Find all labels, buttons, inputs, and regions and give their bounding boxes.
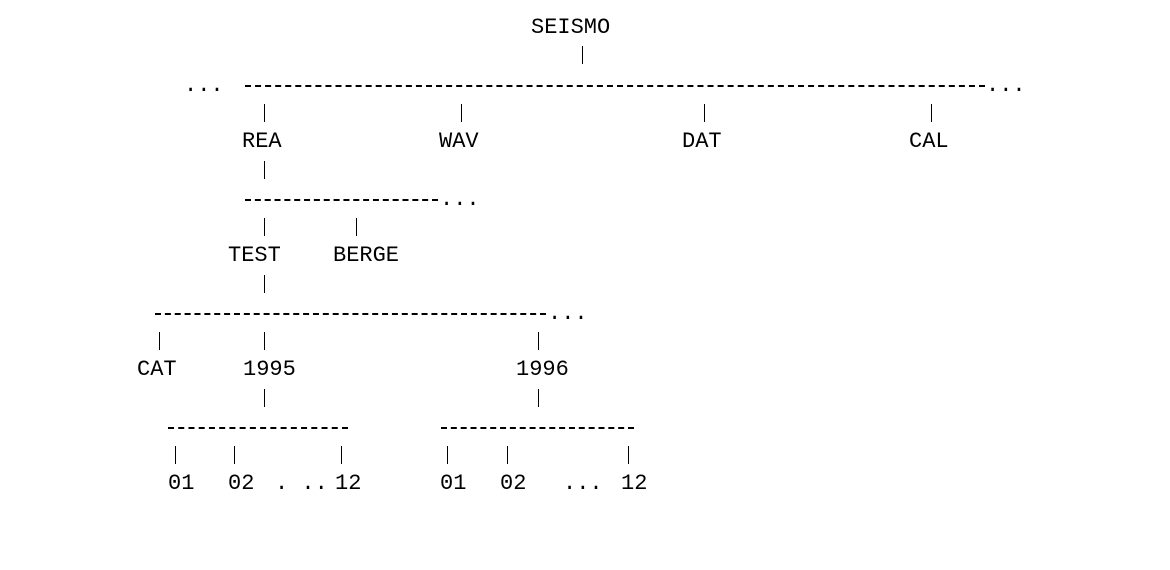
node-wav: WAV — [439, 129, 479, 154]
node-dat: DAT — [682, 129, 722, 154]
node-1996: 1996 — [516, 357, 569, 382]
node-1996-month-01: 01 — [440, 471, 467, 496]
connector-1995-bottom — [264, 389, 265, 407]
connector-berge-top — [356, 218, 357, 236]
connector-1996-12 — [628, 446, 629, 464]
connector-rea-top — [264, 104, 265, 122]
connector-1996-02 — [507, 446, 508, 464]
connector-1995-02 — [234, 446, 235, 464]
connector-cat-top — [159, 332, 160, 350]
node-cat: CAT — [137, 357, 177, 382]
connector-wav-top — [461, 104, 462, 122]
node-rea: REA — [242, 129, 282, 154]
connector-test-bottom — [264, 275, 265, 293]
connector-1995-12 — [341, 446, 342, 464]
node-1996-month-ellipsis: ... — [563, 471, 603, 496]
connector-1996-top — [538, 332, 539, 350]
node-1996-month-12: 12 — [621, 471, 648, 496]
connector-1996-bottom — [538, 389, 539, 407]
node-1996-month-02: 02 — [500, 471, 527, 496]
connector-test-top — [264, 218, 265, 236]
node-1995-month-ellipsis: . .. — [275, 471, 328, 496]
test-branch-ellipsis: ... — [548, 301, 588, 326]
months-1996-branch-line — [441, 427, 634, 429]
rea-branch-ellipsis: ... — [440, 187, 480, 212]
level1-branch-line — [245, 85, 985, 87]
connector-1995-01 — [175, 446, 176, 464]
connector-dat-top — [704, 104, 705, 122]
connector-cal-top — [931, 104, 932, 122]
node-1995-month-12: 12 — [335, 471, 362, 496]
connector-rea-bottom — [264, 161, 265, 179]
connector-1996-01 — [447, 446, 448, 464]
node-cal: CAL — [909, 129, 949, 154]
node-1995-month-02: 02 — [228, 471, 255, 496]
connector-seismo — [582, 46, 583, 64]
level1-leading-ellipsis: ... — [184, 73, 224, 98]
test-branch-line — [155, 313, 546, 315]
node-1995-month-01: 01 — [168, 471, 195, 496]
node-berge: BERGE — [333, 243, 400, 268]
rea-branch-line — [245, 199, 438, 201]
node-1995: 1995 — [243, 357, 296, 382]
months-1995-branch-line — [168, 427, 348, 429]
node-seismo: SEISMO — [531, 15, 611, 40]
level1-trailing-ellipsis: ... — [986, 73, 1026, 98]
node-test: TEST — [228, 243, 281, 268]
connector-1995-top — [264, 332, 265, 350]
